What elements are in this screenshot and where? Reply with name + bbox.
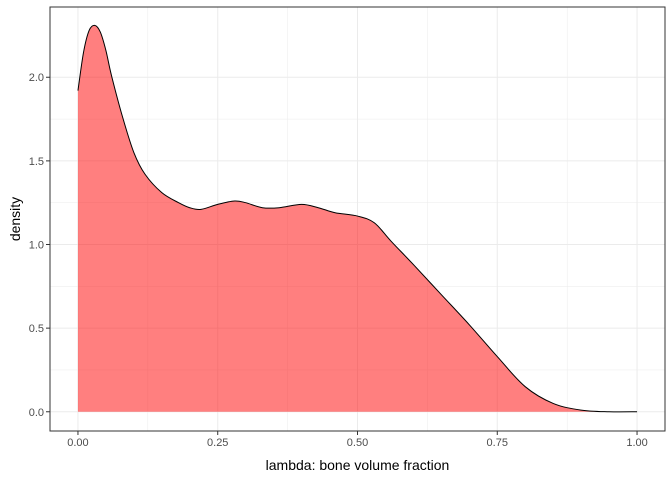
- y-tick-label: 0.5: [29, 323, 44, 335]
- x-tick-label: 1.00: [626, 437, 647, 449]
- x-tick-label: 0.75: [487, 437, 508, 449]
- y-tick-label: 1.0: [29, 240, 44, 252]
- x-tick-label: 0.25: [207, 437, 228, 449]
- y-tick-label: 1.5: [29, 156, 44, 168]
- x-axis-title: lambda: bone volume fraction: [266, 457, 450, 473]
- y-axis-title: density: [7, 197, 23, 241]
- density-line: [77, 24, 638, 413]
- x-tick-label: 0.00: [67, 437, 88, 449]
- x-tick-label: 0.50: [347, 437, 368, 449]
- y-tick-label: 0.0: [29, 407, 44, 419]
- y-tick-label: 2.0: [29, 72, 44, 84]
- x-axis: 0.00 0.25 0.50 0.75 1.00: [67, 431, 648, 449]
- y-axis: 0.0 0.5 1.0 1.5 2.0: [29, 72, 50, 419]
- density-area: [77, 25, 638, 412]
